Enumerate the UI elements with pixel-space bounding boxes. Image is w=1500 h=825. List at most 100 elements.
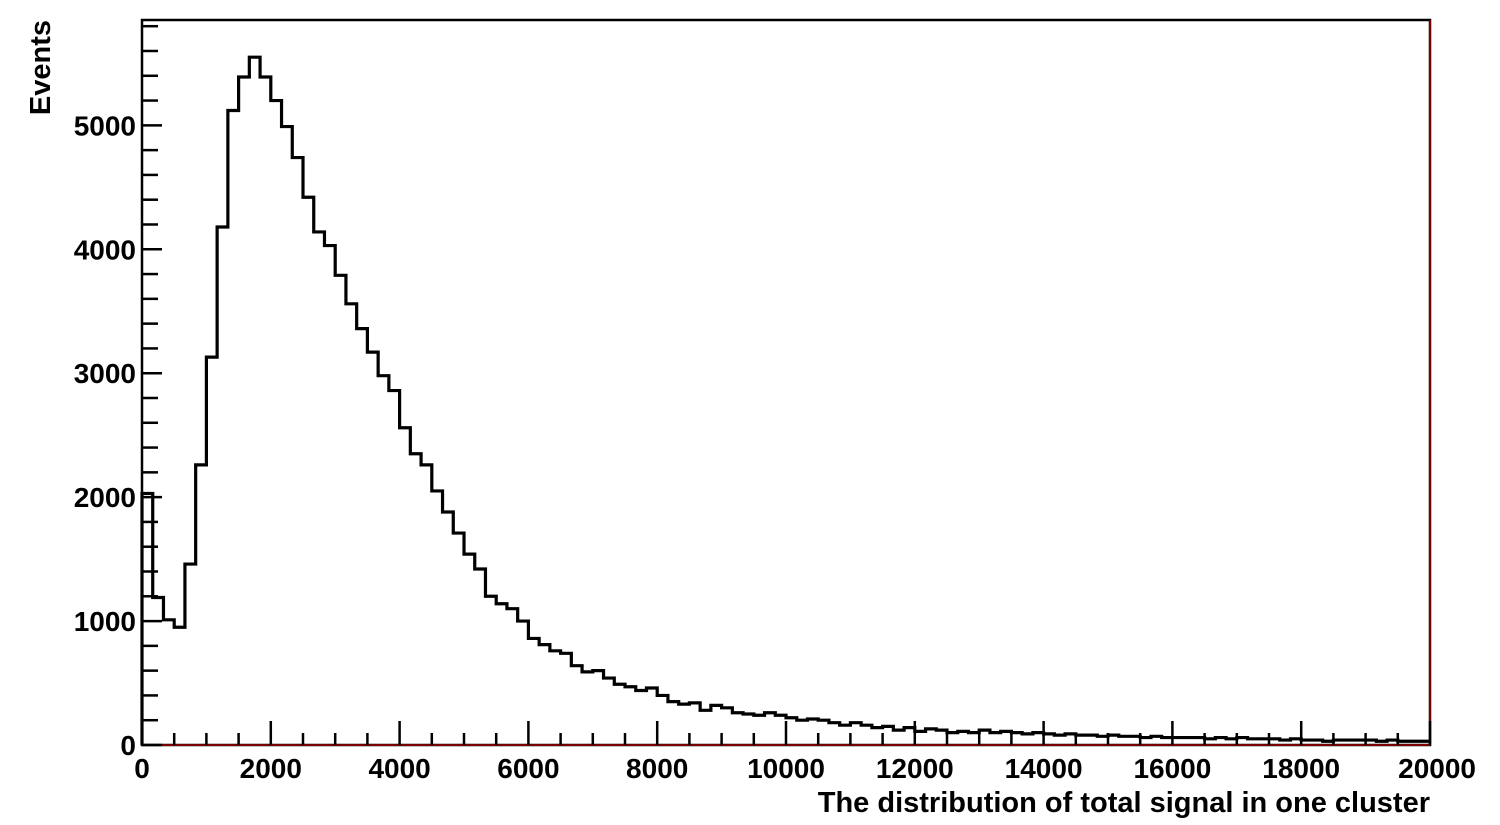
histogram-bin [689, 703, 700, 745]
histogram-bin [571, 666, 582, 745]
histogram-bin [657, 695, 668, 745]
histogram-bin [915, 731, 926, 745]
histogram-bin [614, 684, 625, 745]
histogram-bin [732, 713, 743, 745]
histogram-bin [861, 725, 872, 745]
histogram-bin [324, 246, 335, 745]
histogram-bin [936, 730, 947, 745]
x-tick-label: 0 [134, 753, 150, 784]
histogram-bin [421, 465, 432, 745]
histogram-bin [840, 725, 851, 745]
histogram-bin [850, 723, 861, 745]
histogram-bin [485, 596, 496, 745]
histogram-bin [1033, 733, 1044, 745]
histogram-bin [389, 391, 400, 745]
histogram-bin [1044, 734, 1055, 745]
x-tick-label: 2000 [240, 753, 302, 784]
x-tick-label: 14000 [1005, 753, 1083, 784]
histogram-bin [464, 554, 475, 745]
histogram-bin [367, 352, 378, 745]
histogram-bin [249, 57, 260, 745]
histogram-bin [679, 704, 690, 745]
histogram-bin [335, 275, 346, 745]
histogram-bin [968, 733, 979, 745]
histogram-bin [206, 357, 217, 745]
histogram-bin [700, 710, 711, 745]
histogram-bin [196, 465, 207, 745]
histogram-bin [314, 232, 325, 745]
histogram-bin [518, 621, 529, 745]
histogram-bin [743, 714, 754, 745]
histogram-bin [357, 329, 368, 745]
histogram-bin [829, 723, 840, 745]
x-axis-title: The distribution of total signal in one … [818, 787, 1430, 819]
histogram-bin [797, 720, 808, 745]
x-tick-label: 8000 [626, 753, 688, 784]
histogram-bin [786, 718, 797, 745]
histogram-bin [378, 376, 389, 745]
histogram-bin [507, 609, 518, 745]
histogram-outline [140, 55, 1430, 745]
x-tick-label: 12000 [876, 753, 954, 784]
x-tick-label: 4000 [368, 753, 430, 784]
histogram-bin [958, 731, 969, 745]
histogram-bin [260, 77, 271, 745]
y-axis: 0 1000 2000 3000 4000 5000 [74, 24, 162, 761]
x-tick-label: 10000 [747, 753, 825, 784]
histogram-bin [904, 728, 915, 745]
histogram-bin [668, 702, 679, 745]
histogram-bin [893, 730, 904, 745]
x-tick-label: 6000 [497, 753, 559, 784]
y-tick-label: 3000 [74, 358, 136, 389]
histogram-bin [561, 653, 572, 745]
y-tick-label: 1000 [74, 606, 136, 637]
y-tick-label: 5000 [74, 110, 136, 141]
histogram-bin [947, 733, 958, 745]
histogram-bin [646, 688, 657, 745]
histogram-bins [142, 57, 1430, 745]
histogram-bin [432, 491, 443, 745]
histogram-bin [883, 726, 894, 745]
x-axis: 0 2000 4000 6000 8000 10000 12000 14000 16000 180… [134, 721, 1476, 784]
histogram-bin [593, 671, 604, 745]
histogram-bin [346, 304, 357, 745]
histogram-bin [185, 564, 196, 745]
x-tick-label: 16000 [1133, 753, 1211, 784]
histogram-bin [528, 638, 539, 745]
histogram-bin [1022, 734, 1033, 745]
histogram-bin [453, 533, 464, 745]
histogram-bin [410, 454, 421, 745]
histogram-bin [228, 110, 239, 745]
histogram-bin [722, 708, 733, 745]
histogram-bin [625, 687, 636, 745]
x-tick-label: 18000 [1262, 753, 1340, 784]
histogram-bin [271, 101, 282, 745]
histogram-bin [765, 713, 776, 745]
histogram-bin [775, 715, 786, 745]
y-tick-label: 4000 [74, 234, 136, 265]
histogram-bin [1011, 733, 1022, 745]
histogram-bin [292, 158, 303, 745]
histogram-bin [443, 512, 454, 745]
histogram-bin [174, 627, 185, 745]
y-tick-label: 0 [120, 730, 136, 761]
x-tick-label: 20000 [1398, 753, 1476, 784]
y-tick-label: 2000 [74, 482, 136, 513]
histogram-bin [636, 690, 647, 745]
histogram-bin [303, 197, 314, 745]
histogram-bin [1065, 734, 1076, 745]
y-axis-title: Events [25, 20, 57, 115]
histogram-bin [217, 227, 228, 745]
histogram-bin [582, 672, 593, 745]
histogram-bin [604, 678, 615, 745]
histogram-bin [400, 428, 411, 745]
histogram-bin [142, 493, 153, 745]
histogram-bin [539, 645, 550, 745]
histogram-bin [163, 620, 174, 745]
histogram-bin [282, 127, 293, 745]
histogram-bin [872, 728, 883, 745]
histogram-bin [711, 705, 722, 745]
histogram-bin [979, 730, 990, 745]
histogram-bin [475, 569, 486, 745]
